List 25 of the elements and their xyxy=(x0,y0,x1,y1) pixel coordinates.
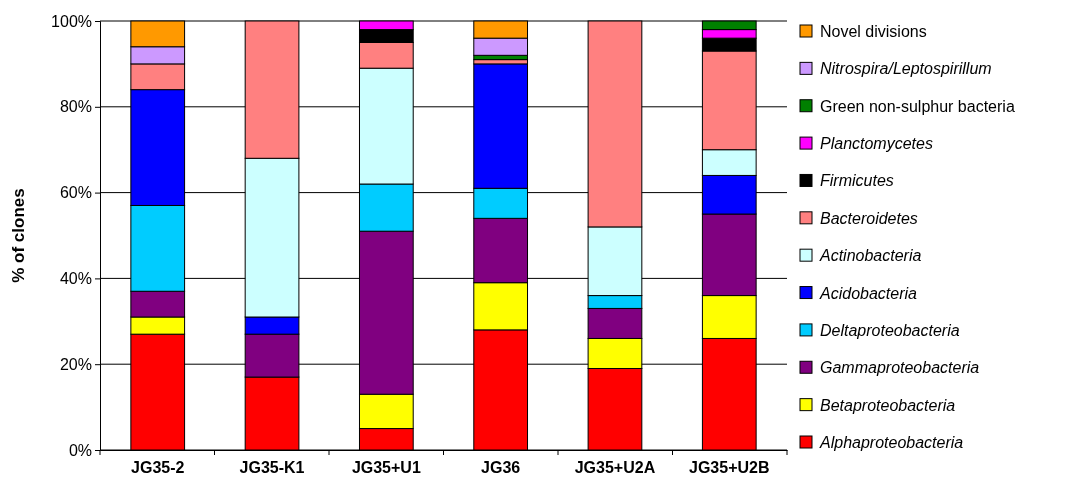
y-tick-label: 100% xyxy=(51,12,92,30)
y-axis-title: % of clones xyxy=(9,188,28,283)
legend-label: Planctomycetes xyxy=(820,135,933,153)
legend-label: Firmicutes xyxy=(820,172,894,190)
x-tick-label: JG35+U2B xyxy=(689,459,770,477)
y-tick-label: 0% xyxy=(68,441,92,459)
x-tick-label: JG35-K1 xyxy=(239,459,305,477)
x-tick-label: JG35+U2A xyxy=(574,459,656,477)
legend-label: Novel divisions xyxy=(820,23,927,40)
legend-label: Green non-sulphur bacteria xyxy=(820,97,1015,115)
y-tick-label: 80% xyxy=(59,98,92,116)
y-tick-label: 60% xyxy=(59,184,92,202)
legend-label: Deltaproteobacteria xyxy=(820,321,960,339)
legend-label: Bacteroidetes xyxy=(820,209,918,227)
legend-label: Betaproteobacteria xyxy=(820,396,956,414)
legend-label: Alphaproteobacteria xyxy=(819,434,964,451)
legend-label: Gammaproteobacteria xyxy=(820,359,980,377)
y-tick-label: 40% xyxy=(59,270,92,288)
legend-label: Nitrospira/Leptospirillum xyxy=(820,60,992,78)
y-tick-label: 20% xyxy=(59,355,92,373)
legend-label: Acidobacteria xyxy=(819,284,918,302)
legend-label: Actinobacteria xyxy=(819,247,922,265)
x-tick-label: JG35+U1 xyxy=(351,459,421,477)
x-tick-label: JG36 xyxy=(481,459,521,477)
x-tick-label: JG35-2 xyxy=(131,459,185,477)
